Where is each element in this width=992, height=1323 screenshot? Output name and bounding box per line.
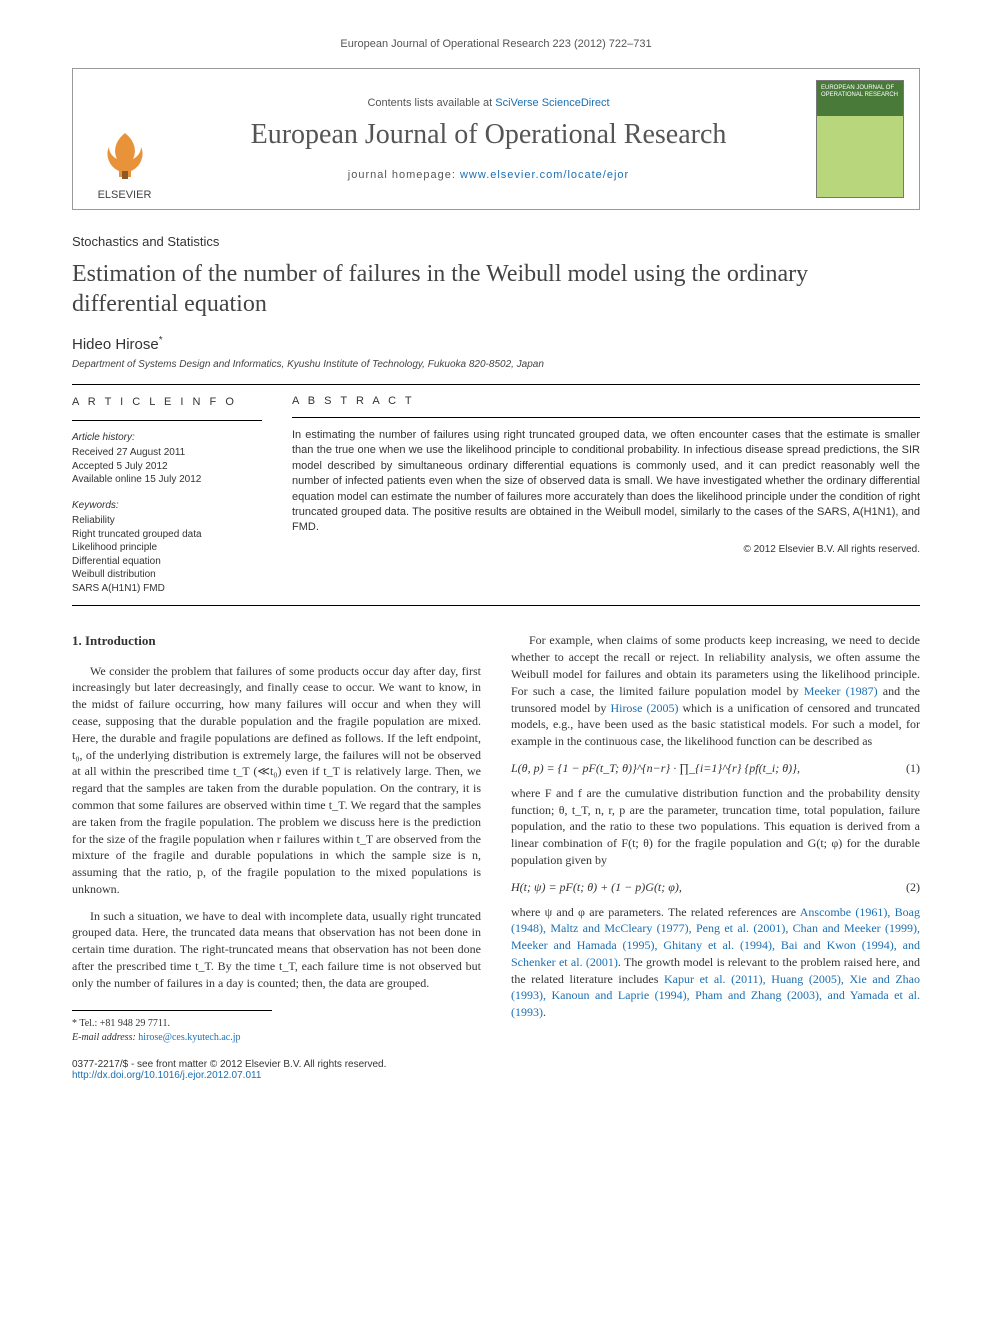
rule-top: [72, 384, 920, 385]
sciencedirect-link[interactable]: SciVerse ScienceDirect: [495, 97, 609, 109]
article-title: Estimation of the number of failures in …: [72, 259, 920, 319]
para-2: In such a situation, we have to deal wit…: [72, 908, 481, 992]
rule-abstract: [292, 417, 920, 418]
accepted: Accepted 5 July 2012: [72, 460, 262, 474]
kw-3: Differential equation: [72, 555, 262, 569]
col-left: 1. Introduction We consider the problem …: [72, 632, 481, 1044]
rule-bottom: [72, 605, 920, 606]
email-value[interactable]: hirose@ces.kyutech.ac.jp: [138, 1032, 240, 1043]
contents-text: Contents lists available at: [367, 97, 495, 109]
tel-value: +81 948 29 7711.: [100, 1018, 170, 1029]
homepage-url[interactable]: www.elsevier.com/locate/ejor: [460, 169, 629, 181]
abstract-text: In estimating the number of failures usi…: [292, 428, 920, 536]
para-4: where F and f are the cumulative distrib…: [511, 785, 920, 869]
eq1-body: L(θ, p) = {1 − pF(t_T; θ)}^{n−r} · ∏_{i=…: [511, 760, 890, 777]
elsevier-logo-icon: [95, 123, 155, 183]
doi-line1: 0377-2217/$ - see front matter © 2012 El…: [72, 1059, 920, 1070]
abstract-heading: A B S T R A C T: [292, 395, 920, 407]
tel-line: * Tel.: +81 948 29 7711.: [72, 1017, 272, 1031]
doi-block: 0377-2217/$ - see front matter © 2012 El…: [72, 1059, 920, 1081]
kw-2: Likelihood principle: [72, 541, 262, 555]
ref-hirose[interactable]: Hirose (2005): [610, 701, 678, 715]
eq1-num: (1): [890, 760, 920, 777]
author-text: Hideo Hirose: [72, 336, 159, 353]
body-columns: 1. Introduction We consider the problem …: [72, 632, 920, 1044]
section-tag: Stochastics and Statistics: [72, 234, 920, 249]
para-3: For example, when claims of some product…: [511, 632, 920, 750]
history-label: Article history:: [72, 431, 262, 445]
meta-row: A R T I C L E I N F O Article history: R…: [72, 395, 920, 595]
equation-1: L(θ, p) = {1 − pF(t_T; θ)}^{n−r} · ∏_{i=…: [511, 760, 920, 777]
doi-link[interactable]: http://dx.doi.org/10.1016/j.ejor.2012.07…: [72, 1070, 920, 1081]
received: Received 27 August 2011: [72, 446, 262, 460]
corresponding-footer: * Tel.: +81 948 29 7711. E-mail address:…: [72, 1010, 272, 1045]
online: Available online 15 July 2012: [72, 473, 262, 487]
running-header: European Journal of Operational Research…: [72, 38, 920, 50]
homepage-label: journal homepage:: [348, 169, 460, 181]
email-line: E-mail address: hirose@ces.kyutech.ac.jp: [72, 1031, 272, 1045]
tel-label: * Tel.:: [72, 1018, 100, 1029]
author-name: Hideo Hirose*: [72, 335, 920, 353]
para-1: We consider the problem that failures of…: [72, 663, 481, 898]
p5a: where ψ and φ are parameters. The relate…: [511, 905, 800, 919]
rule-info: [72, 420, 262, 421]
article-info: A R T I C L E I N F O Article history: R…: [72, 395, 262, 595]
eq2-body: H(t; ψ) = pF(t; θ) + (1 − p)G(t; φ),: [511, 879, 890, 896]
publisher-name: ELSEVIER: [98, 189, 152, 201]
journal-banner: ELSEVIER Contents lists available at Sci…: [72, 68, 920, 210]
affiliation: Department of Systems Design and Informa…: [72, 359, 920, 370]
ref-meeker[interactable]: Meeker (1987): [804, 684, 878, 698]
kw-5: SARS A(H1N1) FMD: [72, 582, 262, 596]
keywords-label: Keywords:: [72, 499, 262, 513]
cover-block: EUROPEAN JOURNAL OF OPERATIONAL RESEARCH: [801, 69, 919, 209]
kw-1: Right truncated grouped data: [72, 528, 262, 542]
eq2-num: (2): [890, 879, 920, 896]
kw-4: Weibull distribution: [72, 568, 262, 582]
homepage-line: journal homepage: www.elsevier.com/locat…: [348, 169, 629, 181]
journal-cover-icon: EUROPEAN JOURNAL OF OPERATIONAL RESEARCH: [816, 80, 904, 198]
journal-title: European Journal of Operational Research: [251, 119, 727, 151]
copyright: © 2012 Elsevier B.V. All rights reserved…: [292, 544, 920, 555]
abstract-block: A B S T R A C T In estimating the number…: [292, 395, 920, 595]
section-heading-1: 1. Introduction: [72, 632, 481, 650]
info-heading: A R T I C L E I N F O: [72, 395, 262, 410]
para-5: where ψ and φ are parameters. The relate…: [511, 904, 920, 1022]
contents-line: Contents lists available at SciVerse Sci…: [367, 97, 609, 109]
cover-title: EUROPEAN JOURNAL OF OPERATIONAL RESEARCH: [821, 85, 899, 98]
banner-center: Contents lists available at SciVerse Sci…: [176, 69, 801, 209]
kw-0: Reliability: [72, 514, 262, 528]
email-label: E-mail address:: [72, 1032, 138, 1043]
col-right: For example, when claims of some product…: [511, 632, 920, 1044]
author-mark: *: [159, 335, 163, 346]
publisher-block: ELSEVIER: [73, 69, 176, 209]
equation-2: H(t; ψ) = pF(t; θ) + (1 − p)G(t; φ), (2): [511, 879, 920, 896]
p5c: .: [543, 1005, 546, 1019]
